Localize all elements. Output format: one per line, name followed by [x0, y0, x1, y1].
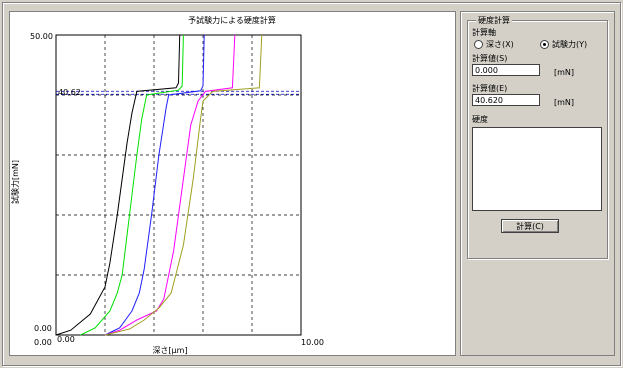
hardness-chart: 予試験力による硬度計算 50.00 0.00 40.62 0.00 0.00 1…	[10, 15, 324, 355]
threshold-lines	[56, 90, 301, 95]
series-line-2	[80, 34, 184, 336]
series-line-4	[104, 34, 236, 336]
axis-label: 計算軸	[472, 28, 496, 37]
radio-force-label[interactable]: 試験力(Y)	[552, 40, 588, 49]
hardness-label: 硬度	[472, 115, 488, 124]
y-tick-min: 0.00	[34, 324, 52, 333]
radio-force[interactable]	[540, 40, 549, 49]
calculation-panel: 硬度計算 計算軸 深さ(X) 試験力(Y) 計算値(S) 0.000 [mN] …	[460, 11, 615, 356]
start-unit: [mN]	[554, 68, 575, 77]
series-group	[55, 34, 263, 336]
calculate-button[interactable]: 計算(C)	[501, 219, 559, 233]
chart-panel: 予試験力による硬度計算 50.00 0.00 40.62 0.00 0.00 1…	[9, 11, 456, 356]
radio-depth[interactable]	[474, 40, 483, 49]
hardness-result-box[interactable]	[472, 127, 602, 211]
end-value-input[interactable]: 40.620	[472, 94, 540, 106]
x-tick-max: 10.00	[301, 338, 324, 347]
x-tick-min-inner: 0.00	[57, 335, 75, 344]
start-value-input[interactable]: 0.000	[472, 64, 540, 76]
group-title: 硬度計算	[476, 15, 512, 26]
radio-depth-label[interactable]: 深さ(X)	[486, 40, 514, 49]
x-axis-label: 深さ[μm]	[152, 346, 187, 355]
plot-area	[55, 34, 302, 336]
hardness-calc-group: 硬度計算 計算軸 深さ(X) 試験力(Y) 計算値(S) 0.000 [mN] …	[467, 15, 608, 259]
y-axis-label: 試験力[mN]	[10, 160, 20, 204]
threshold-label: 40.62	[58, 88, 81, 97]
y-tick-max: 50.00	[30, 32, 53, 41]
x-tick-min: 0.00	[34, 338, 52, 347]
series-line-3	[104, 34, 205, 336]
series-line-5	[104, 34, 263, 336]
end-label: 計算値(E)	[472, 84, 508, 93]
end-unit: [mN]	[554, 98, 575, 107]
series-line-1	[55, 34, 181, 336]
chart-title: 予試験力による硬度計算	[188, 15, 276, 25]
start-label: 計算値(S)	[472, 54, 508, 63]
